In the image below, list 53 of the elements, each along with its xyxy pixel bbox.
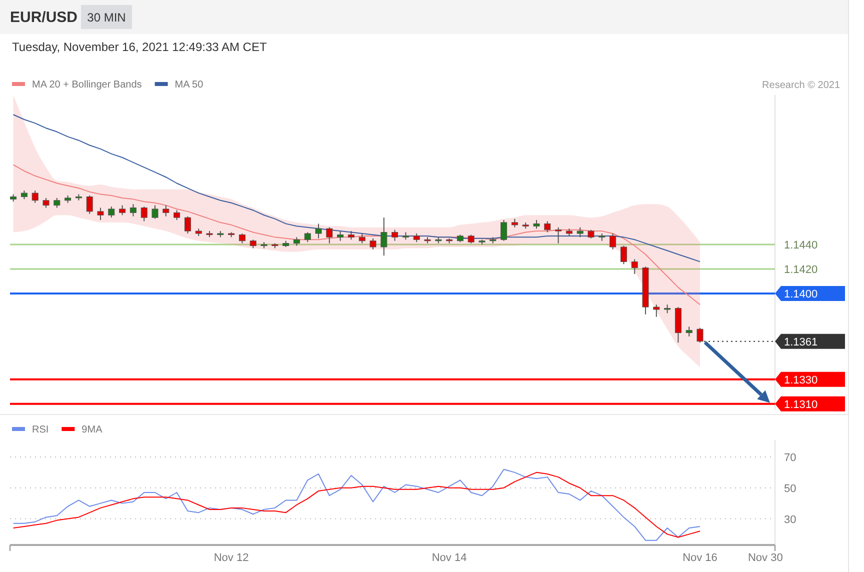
candlestick — [392, 229, 398, 242]
candlestick — [184, 216, 191, 234]
candlestick — [555, 226, 562, 244]
candlestick — [696, 327, 704, 344]
x-tick-label: Nov 14 — [432, 552, 467, 564]
ref-line-label: 1.1400 — [784, 288, 818, 301]
candlestick — [610, 233, 616, 250]
x-tick-label: Nov 30 — [748, 552, 783, 564]
candlestick — [544, 220, 551, 233]
candlestick — [162, 204, 170, 217]
ref-line-label: 1.1440 — [784, 240, 818, 252]
candlestick — [686, 326, 692, 337]
candlestick — [152, 204, 158, 220]
candlestick — [130, 204, 136, 217]
y-tick-label: 70 — [784, 452, 796, 464]
legend-label: MA 20 + Bollinger Bands — [32, 80, 142, 90]
ref-line-label: 1.1310 — [784, 398, 818, 411]
y-tick-label: 50 — [784, 482, 796, 495]
legend-label: 9MA — [82, 424, 103, 436]
candlestick — [653, 304, 660, 318]
candlestick — [42, 197, 50, 208]
candlestick — [304, 232, 311, 243]
candlestick — [86, 195, 93, 214]
legend-label: MA 50 — [174, 80, 204, 90]
candlestick — [326, 226, 333, 244]
ref-line-label: 1.1330 — [784, 374, 818, 386]
chart-title: EUR/USD — [10, 9, 78, 26]
legend-label: RSI — [32, 424, 49, 436]
candlestick — [337, 230, 344, 242]
candlestick — [97, 207, 104, 221]
ref-line-label: 1.1361 — [784, 336, 818, 348]
chart-subtitle: 30 MIN — [87, 10, 126, 24]
ref-line-label: 1.1420 — [784, 264, 818, 276]
candlestick — [108, 206, 115, 218]
text: Research © 2021 — [762, 80, 840, 91]
candlestick — [576, 226, 584, 238]
candlestick — [315, 223, 322, 239]
x-tick-label: Nov 12 — [214, 552, 249, 564]
candlestick — [174, 210, 180, 221]
candlestick — [32, 190, 38, 204]
candlestick — [238, 233, 246, 244]
candlestick — [620, 245, 627, 265]
candlestick — [370, 238, 376, 250]
candlestick — [380, 217, 388, 256]
candlestick — [54, 197, 60, 208]
candlestick — [140, 206, 148, 222]
x-tick-label: Nov 16 — [682, 552, 718, 564]
text: Tuesday, November 16, 2021 12:49:33 AM CET — [12, 40, 268, 54]
candlestick — [358, 233, 366, 244]
candlestick — [631, 258, 638, 274]
candlestick — [500, 220, 508, 242]
candlestick — [119, 204, 126, 216]
y-tick-label: 30 — [784, 514, 796, 526]
